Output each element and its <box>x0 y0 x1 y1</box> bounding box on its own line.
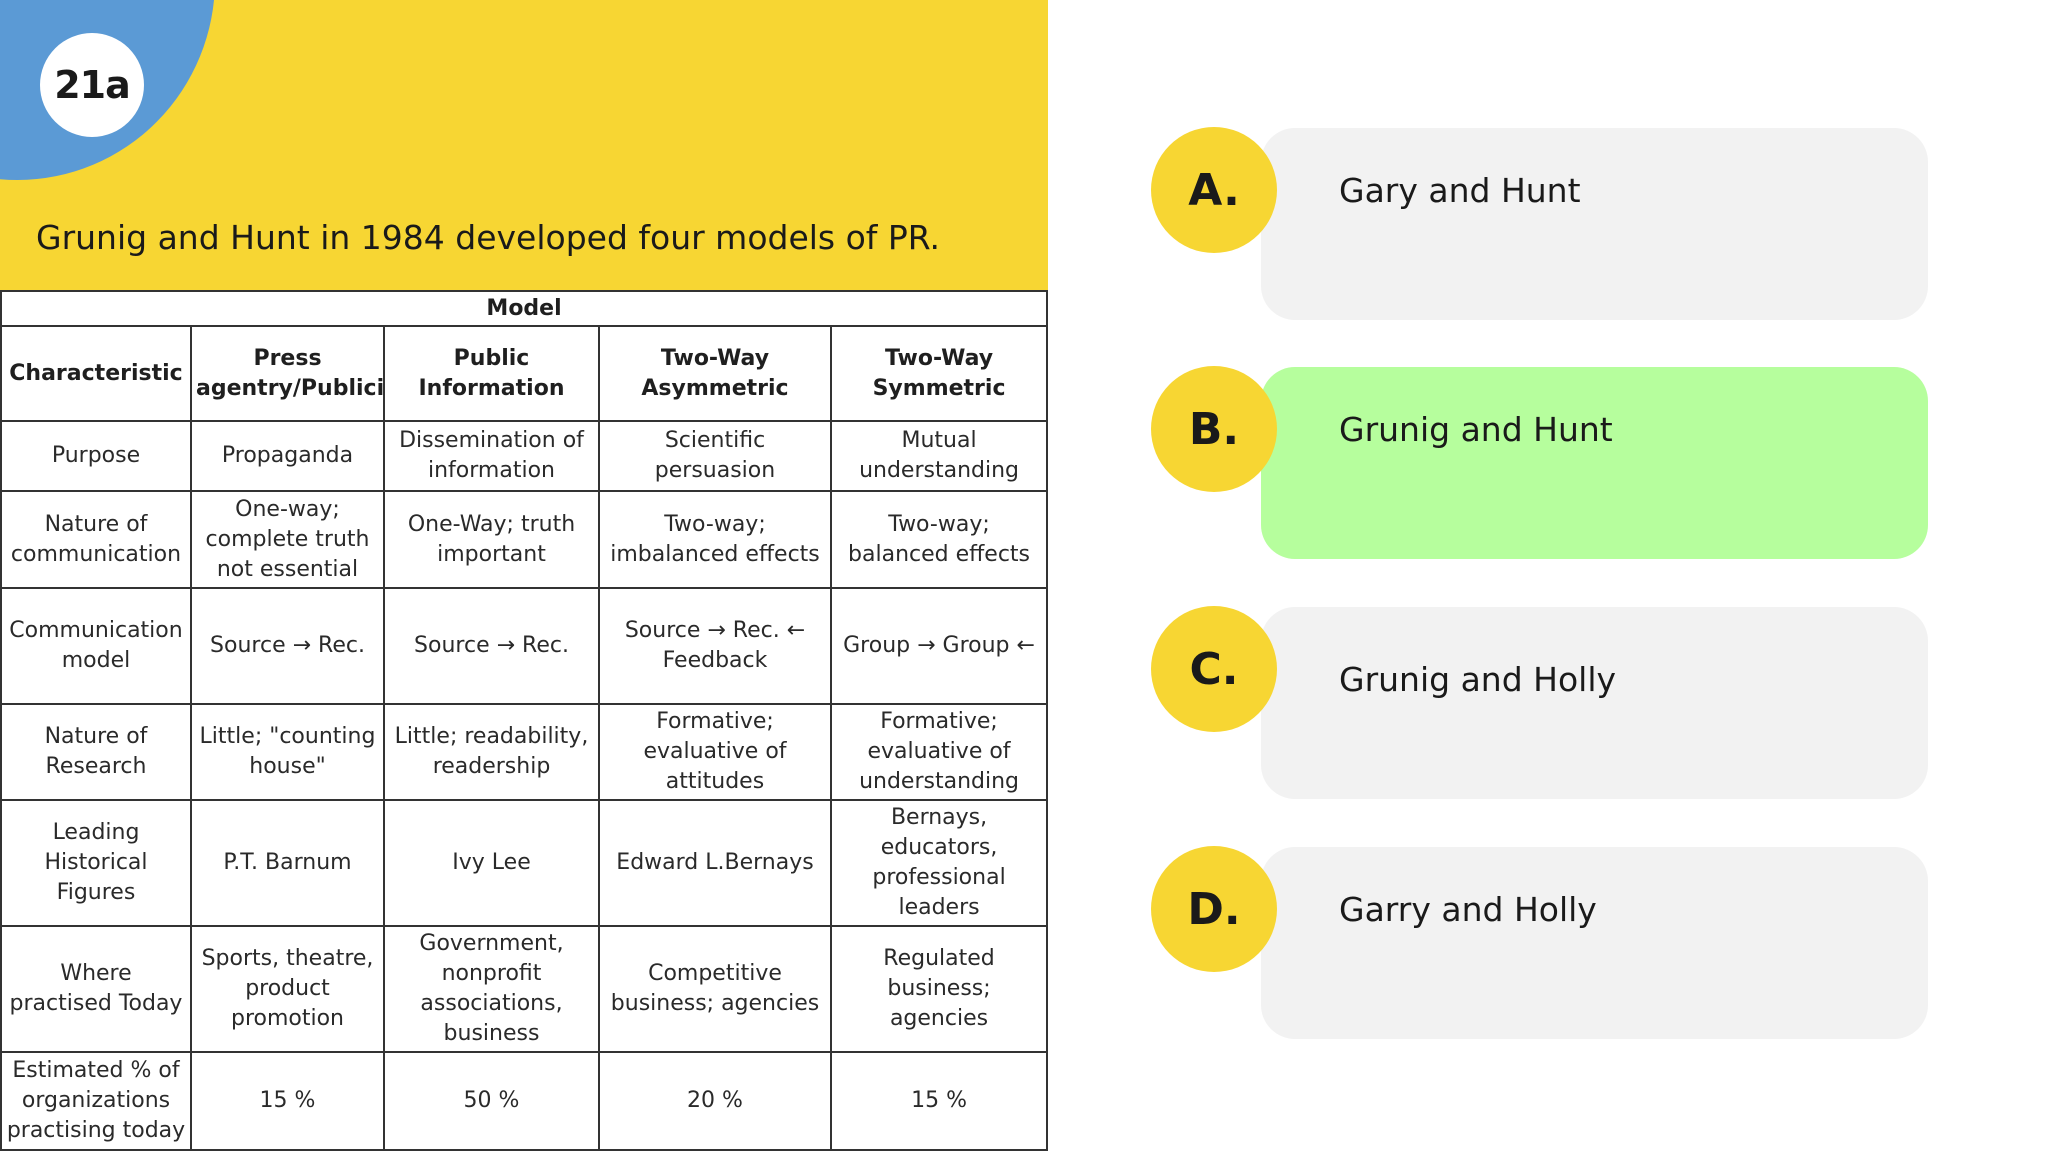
table-row: Nature of Research Little; "counting hou… <box>0 703 1048 801</box>
table-cell: Mutual understanding <box>829 420 1048 492</box>
table-cell: Two-way; balanced effects <box>829 490 1048 589</box>
table-cell: Source → Rec. ← Feedback <box>598 587 832 705</box>
answer-text: Grunig and Hunt <box>1339 410 1613 449</box>
table-cell: Where practised Today <box>0 925 192 1053</box>
table-cell: 15 % <box>829 1051 1048 1151</box>
table-cell: Competitive business; agencies <box>598 925 832 1053</box>
table-cell: Regulated business; agencies <box>829 925 1048 1053</box>
pr-models-table-image: Model Characteristic Press agentry/Publi… <box>0 290 1048 1152</box>
answer-letter-c-badge: C. <box>1151 606 1277 732</box>
answer-letter-d-badge: D. <box>1151 846 1277 972</box>
pr-models-table: Model Characteristic Press agentry/Publi… <box>0 290 1048 1151</box>
table-cell: Communication model <box>0 587 192 705</box>
answer-letter-a-badge: A. <box>1151 127 1277 253</box>
table-cell: Two-way; imbalanced effects <box>598 490 832 589</box>
table-cell: Sports, theatre, product promotion <box>190 925 385 1053</box>
table-cell: 50 % <box>383 1051 600 1151</box>
table-row: Communication model Source → Rec. Source… <box>0 587 1048 705</box>
table-row: Purpose Propaganda Dissemination of info… <box>0 420 1048 492</box>
answer-letter-b-badge: B. <box>1151 366 1277 492</box>
table-cell: Ivy Lee <box>383 799 600 927</box>
table-cell: One-way; complete truth not essential <box>190 490 385 589</box>
table-cell: Source → Rec. <box>190 587 385 705</box>
question-panel: 21a Grunig and Hunt in 1984 developed fo… <box>0 0 1048 1152</box>
answer-option-b-correct[interactable]: Grunig and Hunt <box>1261 367 1928 559</box>
table-cell: Purpose <box>0 420 192 492</box>
table-cell: Government, nonprofit associations, busi… <box>383 925 600 1053</box>
table-cell: Bernays, educators, professional leaders <box>829 799 1048 927</box>
answer-text: Gary and Hunt <box>1339 171 1581 210</box>
answer-text: Garry and Holly <box>1339 890 1597 929</box>
table-cell: Dissemination of information <box>383 420 600 492</box>
table-title: Model <box>0 290 1048 327</box>
table-cell: 20 % <box>598 1051 832 1151</box>
table-cell: P.T. Barnum <box>190 799 385 927</box>
column-header: Two-Way Symmetric <box>829 325 1048 422</box>
answer-option-a[interactable]: Gary and Hunt <box>1261 128 1928 320</box>
table-cell: Edward L.Bernays <box>598 799 832 927</box>
column-header: Characteristic <box>0 325 192 422</box>
table-cell: Group → Group ← <box>829 587 1048 705</box>
question-number-badge: 21a <box>40 33 144 137</box>
column-header: Public Information <box>383 325 600 422</box>
table-cell: Little; readability, readership <box>383 703 600 801</box>
answer-text: Grunig and Holly <box>1339 660 1617 699</box>
column-header: Press agentry/Publicity <box>190 325 385 422</box>
table-cell: One-Way; truth important <box>383 490 600 589</box>
table-cell: 15 % <box>190 1051 385 1151</box>
table-cell: Little; "counting house" <box>190 703 385 801</box>
table-cell: Leading Historical Figures <box>0 799 192 927</box>
table-cell: Formative; evaluative of understanding <box>829 703 1048 801</box>
table-cell: Source → Rec. <box>383 587 600 705</box>
question-text: Grunig and Hunt in 1984 developed four m… <box>36 218 941 257</box>
table-row: Nature of communication One-way; complet… <box>0 490 1048 589</box>
table-cell: Nature of communication <box>0 490 192 589</box>
answer-option-d[interactable]: Garry and Holly <box>1261 847 1928 1039</box>
table-row: Leading Historical Figures P.T. Barnum I… <box>0 799 1048 927</box>
answer-option-c[interactable]: Grunig and Holly <box>1261 607 1928 799</box>
table-row: Where practised Today Sports, theatre, p… <box>0 925 1048 1053</box>
table-cell: Formative; evaluative of attitudes <box>598 703 832 801</box>
table-row: Estimated % of organizations practising … <box>0 1051 1048 1151</box>
column-header: Two-Way Asymmetric <box>598 325 832 422</box>
table-cell: Propaganda <box>190 420 385 492</box>
table-cell: Estimated % of organizations practising … <box>0 1051 192 1151</box>
table-cell: Nature of Research <box>0 703 192 801</box>
table-cell: Scientific persuasion <box>598 420 832 492</box>
